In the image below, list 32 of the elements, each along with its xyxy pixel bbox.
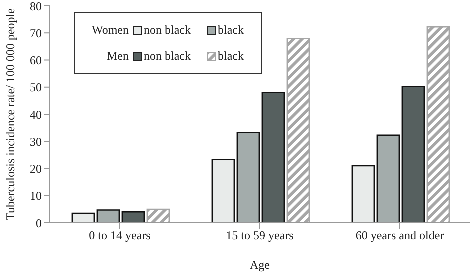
y-tick-label: 50	[30, 80, 42, 95]
x-tick-label: 60 years and older	[356, 228, 444, 243]
bar	[286, 38, 310, 223]
bar	[352, 165, 375, 223]
x-tick-label: 15 to 59 years	[226, 228, 294, 243]
bar	[426, 26, 450, 223]
legend-label: black	[217, 22, 245, 38]
y-tick-label: 40	[30, 108, 42, 122]
legend-label: non black	[143, 48, 192, 64]
x-tick-label: 0 to 14 years	[89, 228, 152, 243]
y-tick-label: 80	[30, 0, 42, 14]
x-axis-title: Age	[250, 258, 270, 272]
legend-label: non black	[143, 22, 192, 38]
legend-label: black	[217, 48, 245, 64]
y-tick-label: 0	[36, 216, 42, 230]
y-tick-label: 30	[30, 134, 42, 149]
y-tick-label: 20	[30, 162, 42, 176]
y-tick-label: 10	[30, 189, 42, 204]
annotation: Men	[106, 48, 129, 64]
bar	[236, 132, 260, 223]
bar	[262, 92, 285, 223]
y-tick-label: 60	[30, 54, 42, 68]
y-tick-label: 70	[30, 26, 42, 40]
bar	[96, 210, 120, 223]
y-axis-title: Tuberculosis incidence rate/ 100 000 people	[3, 8, 18, 220]
bar	[376, 134, 400, 223]
annotation: Women	[90, 22, 129, 38]
bar	[72, 212, 95, 223]
bar	[122, 212, 145, 223]
bar	[146, 208, 170, 223]
bar	[212, 159, 235, 223]
bar	[402, 86, 425, 223]
